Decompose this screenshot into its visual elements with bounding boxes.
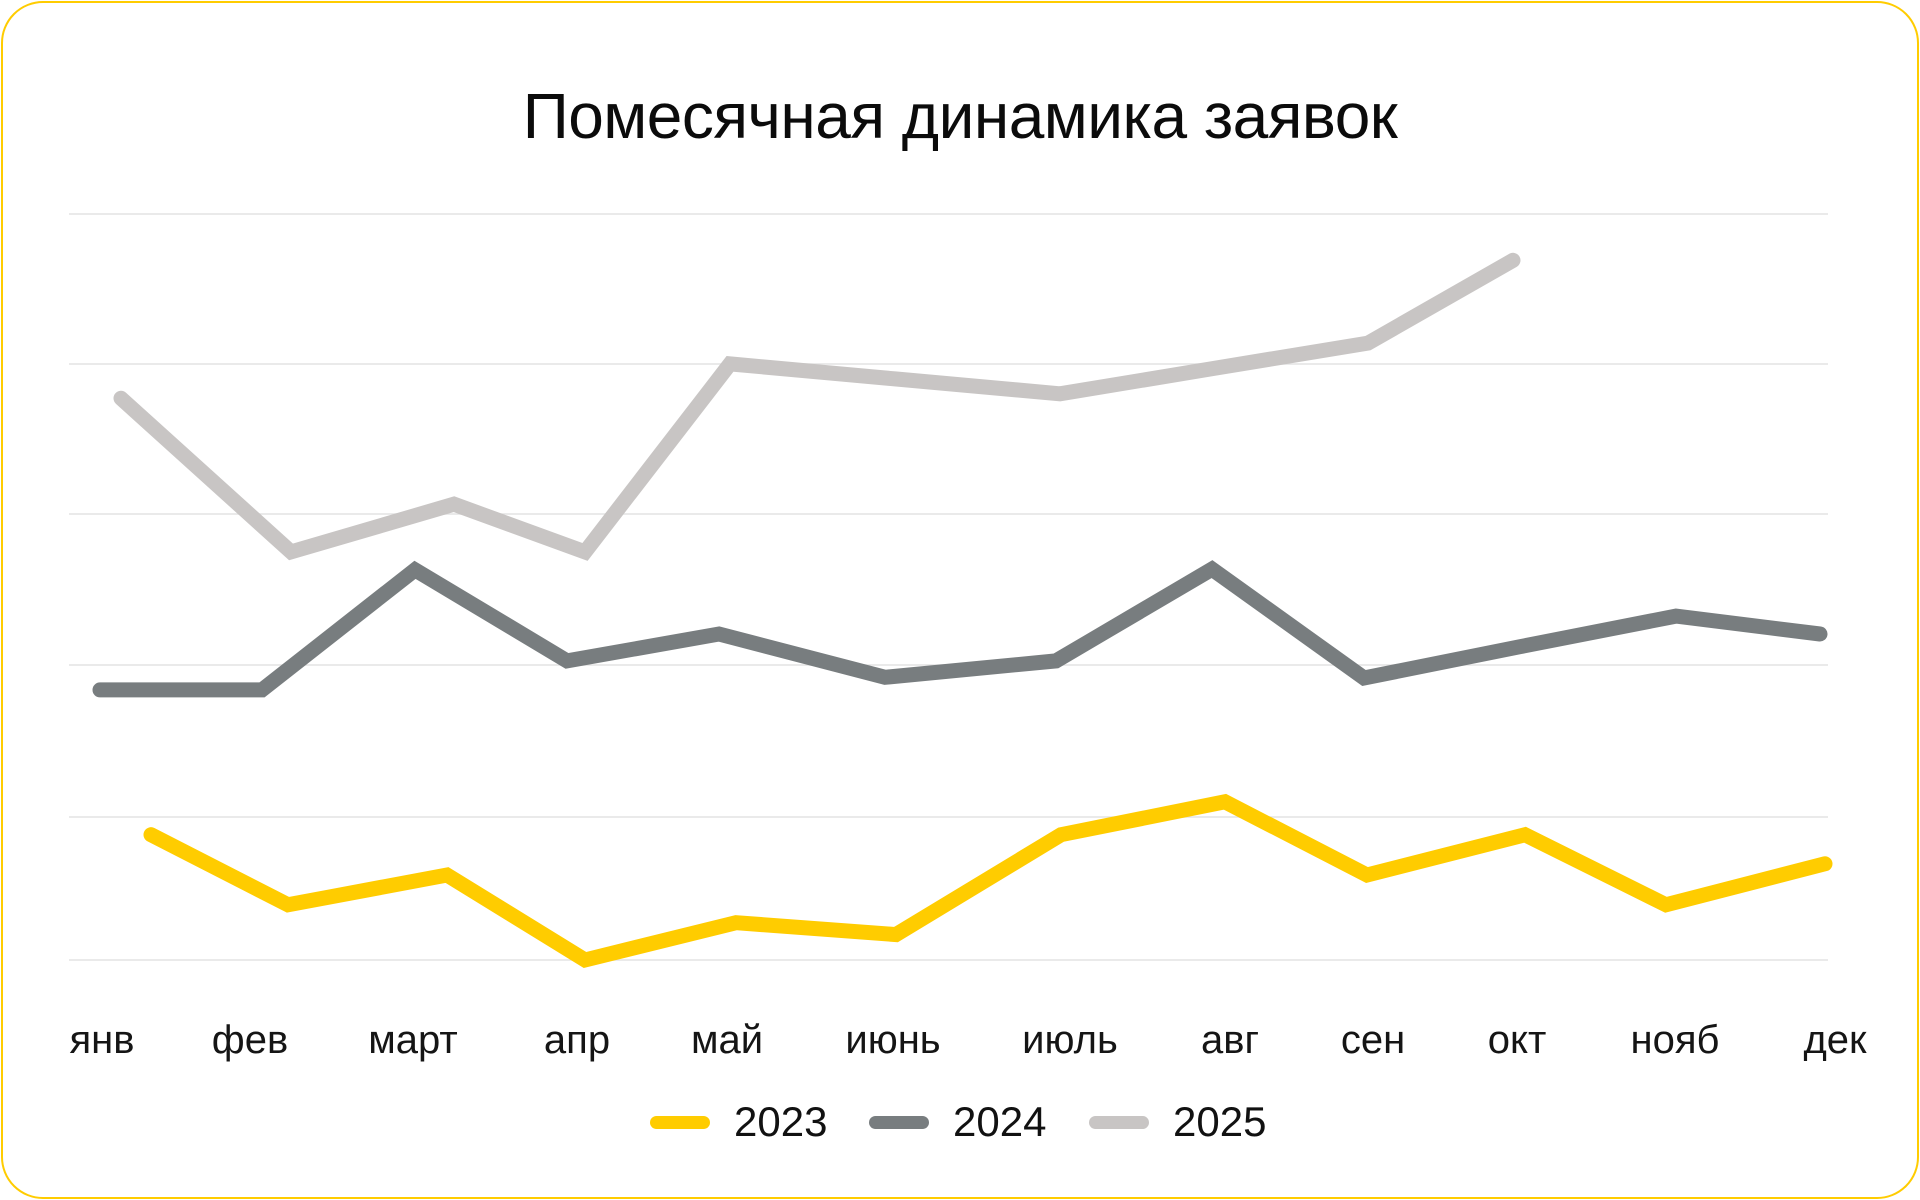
x-label-jan: янв	[69, 1018, 135, 1062]
x-label-oct: окт	[1487, 1018, 1547, 1062]
gridlines	[69, 213, 1828, 961]
x-label-sep: сен	[1340, 1018, 1406, 1062]
x-label-aug: авг	[1200, 1018, 1260, 1062]
x-label-jul: июль	[1022, 1018, 1118, 1062]
series-lines	[92, 252, 1833, 969]
x-label-apr: апр	[543, 1018, 611, 1062]
legend-swatch-2024-icon	[869, 1115, 929, 1129]
series-line-2025	[113, 252, 1521, 561]
legend-swatch-2025-icon	[1089, 1115, 1149, 1129]
legend-swatch-2023-icon	[650, 1115, 710, 1129]
legend-item-2025[interactable]: 2025	[1089, 1094, 1266, 1150]
legend-item-2023[interactable]: 2023	[650, 1094, 827, 1150]
series-line-2024	[92, 560, 1828, 698]
series-line-2023	[143, 793, 1833, 969]
x-label-may: май	[690, 1018, 764, 1062]
x-label-nov: нояб	[1630, 1018, 1720, 1062]
legend-label-2023: 2023	[734, 1098, 828, 1145]
legend-label-2024: 2024	[953, 1098, 1047, 1145]
legend-item-2024[interactable]: 2024	[869, 1094, 1046, 1150]
chart-title: Помесячная динамика заявок	[522, 80, 1398, 152]
x-label-dec: дек	[1803, 1018, 1867, 1062]
x-label-mar: март	[368, 1018, 458, 1062]
x-label-jun: июнь	[845, 1018, 941, 1062]
legend-label-2025: 2025	[1173, 1098, 1267, 1145]
x-label-feb: фев	[211, 1018, 289, 1062]
chart-legend: 2023 2024 2025	[0, 1094, 1920, 1150]
